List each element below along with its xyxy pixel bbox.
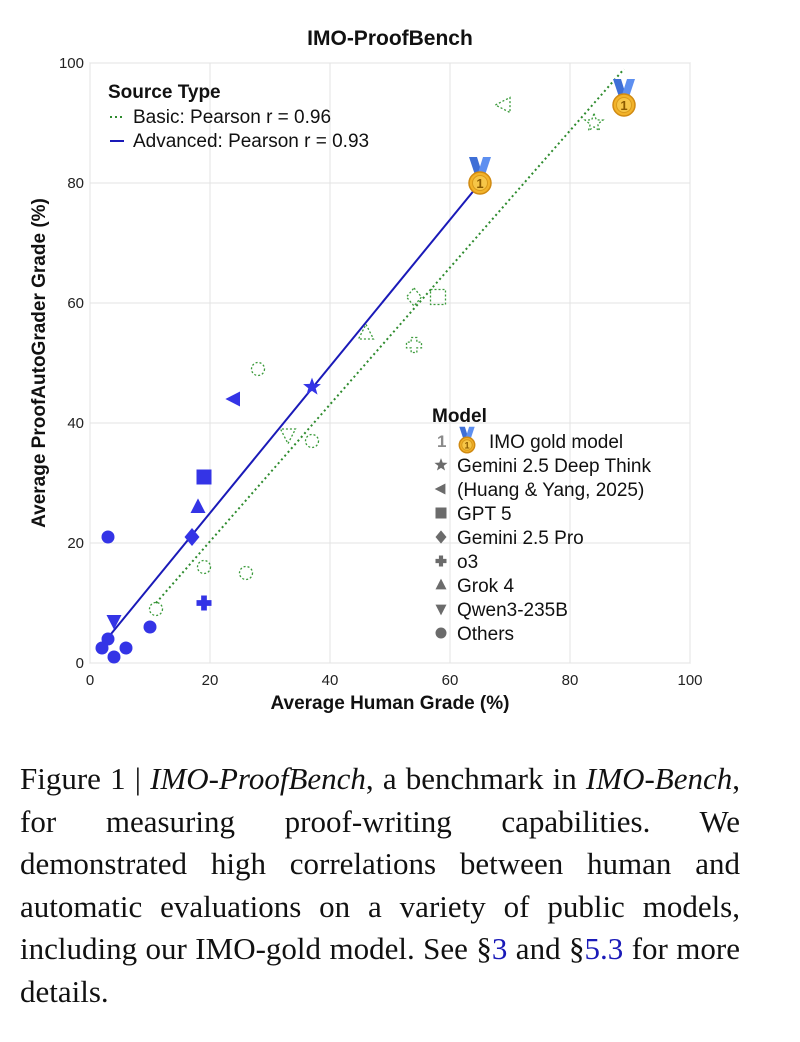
- advanced-point-circle: [101, 530, 115, 544]
- legend-entry-label: (Huang & Yang, 2025): [457, 480, 644, 501]
- basic-point-circle: [250, 361, 266, 377]
- advanced-legend-label: Advanced: Pearson r = 0.93: [133, 131, 369, 152]
- legend-circle-icon: [435, 627, 447, 639]
- x-tick-label: 20: [202, 672, 219, 689]
- plot-area: [89, 62, 691, 664]
- basic-point-circle: [238, 565, 254, 581]
- caption-text-2: , for measuring proof-writing capabiliti…: [20, 761, 740, 966]
- advanced-point-circle: [119, 641, 133, 655]
- legend-entry-label: Gemini 2.5 Pro: [457, 528, 584, 549]
- y-tick-label: 40: [67, 415, 84, 432]
- legend-entry-label: Others: [457, 624, 514, 645]
- caption-text-3: and §: [507, 931, 585, 966]
- advanced-point-circle: [143, 620, 157, 634]
- basic-point-circle: [196, 559, 212, 575]
- section-ref-link[interactable]: 5.3: [584, 931, 624, 966]
- y-tick-label: 20: [67, 535, 84, 552]
- caption-text-1: , a benchmark in: [365, 761, 586, 796]
- basic-point-circle: [148, 601, 164, 617]
- legend-triangle-up-icon: [435, 578, 447, 590]
- medal-ribbon: [465, 426, 475, 440]
- legend-entry-label: GPT 5: [457, 504, 512, 525]
- advanced-point-plus: [196, 595, 212, 611]
- benchmark-name: IMO-ProofBench: [150, 761, 366, 796]
- medal-inner: [616, 97, 632, 113]
- legend-triangle-down-icon: [435, 604, 447, 616]
- x-tick-label: 40: [322, 672, 339, 689]
- basic-point-circle: [304, 433, 320, 449]
- legend-entry-label: Gemini 2.5 Deep Think: [457, 456, 651, 477]
- y-tick-label: 0: [76, 655, 84, 672]
- legend-entry-label: IMO gold model: [489, 432, 623, 453]
- basic-legend-label: Basic: Pearson r = 0.96: [133, 107, 331, 128]
- legend-plus-icon: [435, 555, 447, 567]
- x-tick-label: 0: [86, 672, 94, 689]
- medal-inner: [461, 439, 473, 451]
- source-type-legend: Source Type Basic: Pearson r = 0.96 Adva…: [108, 82, 369, 152]
- basic-point-plus: [405, 336, 423, 354]
- medal-number: 1: [620, 98, 627, 113]
- medal-ribbon: [469, 157, 482, 175]
- figure-label: Figure 1 |: [20, 761, 151, 796]
- advanced-point-star: [303, 377, 321, 395]
- x-tick-labels: 0 20 40 60 80 100: [86, 672, 703, 689]
- legend-entry-label: Grok 4: [457, 576, 514, 597]
- advanced-point-diamond: [184, 528, 200, 546]
- advanced-point-triangle-up: [190, 498, 206, 513]
- basic-point-star: [583, 111, 605, 133]
- legend-entry-label: Qwen3-235B: [457, 600, 568, 621]
- basic-point-triangle-left: [493, 96, 511, 114]
- medal-inner: [472, 175, 488, 191]
- legend-square-icon: [435, 507, 447, 519]
- model-legend-title: Model: [432, 406, 487, 427]
- fit-lines: [101, 68, 625, 646]
- advanced-point-medal: 1: [468, 157, 492, 195]
- y-tick-label: 80: [67, 175, 84, 192]
- medal-number: 1: [476, 176, 483, 191]
- advanced-point-circle: [107, 650, 121, 664]
- scatter-chart: IMO-ProofBench 0 20 40 60 80 100 0 20 40 60 80 100…: [29, 27, 703, 714]
- legend-diamond-icon: [435, 530, 447, 544]
- basic-point-medal: 1: [612, 79, 636, 117]
- caption-text-4: for more details.: [20, 931, 740, 1009]
- legend-entry-label: o3: [457, 552, 478, 573]
- suite-name: IMO-Bench: [585, 761, 733, 796]
- medal-number: 1: [464, 441, 469, 451]
- section-ref-link[interactable]: 3: [491, 931, 508, 966]
- basic-point-square: [429, 288, 447, 306]
- medal-ribbon: [478, 157, 491, 175]
- x-tick-label: 60: [442, 672, 459, 689]
- source-legend-title: Source Type: [108, 82, 221, 103]
- medal-ribbon: [459, 426, 469, 440]
- basic-fit-line: [155, 68, 625, 604]
- model-legend: Model 1 1 IMO gold model Gemini 2.5 Deep Th…: [432, 406, 651, 645]
- figure-caption: Figure 1 | IMO-ProofBench, a benchmark i…: [20, 758, 740, 1013]
- advanced-point-circle: [95, 641, 109, 655]
- advanced-point-triangle-down: [106, 615, 122, 630]
- medal-ribbon: [622, 79, 635, 97]
- y-tick-labels: 0 20 40 60 80 100: [59, 55, 84, 672]
- legend-star-icon: [434, 458, 448, 471]
- y-axis-label: Average ProofAutoGrader Grade (%): [29, 198, 50, 528]
- y-tick-label: 60: [67, 295, 84, 312]
- x-tick-label: 100: [677, 672, 702, 689]
- legend-triangle-left-icon: [434, 483, 446, 495]
- advanced-fit-line: [101, 182, 481, 646]
- x-tick-label: 80: [562, 672, 579, 689]
- legend-medal-number: 1: [437, 432, 446, 451]
- medal-ribbon: [613, 79, 626, 97]
- grid-lines: [89, 62, 691, 664]
- basic-point-triangle-up: [357, 322, 375, 340]
- x-axis-label: Average Human Grade (%): [271, 693, 510, 714]
- y-tick-label: 100: [59, 55, 84, 72]
- data-points: 11: [95, 79, 636, 664]
- basic-point-triangle-down: [279, 428, 297, 446]
- chart-title: IMO-ProofBench: [307, 27, 473, 50]
- legend-medal-icon: 1: [458, 426, 476, 454]
- advanced-point-triangle-left: [225, 391, 240, 407]
- advanced-point-square: [196, 469, 212, 485]
